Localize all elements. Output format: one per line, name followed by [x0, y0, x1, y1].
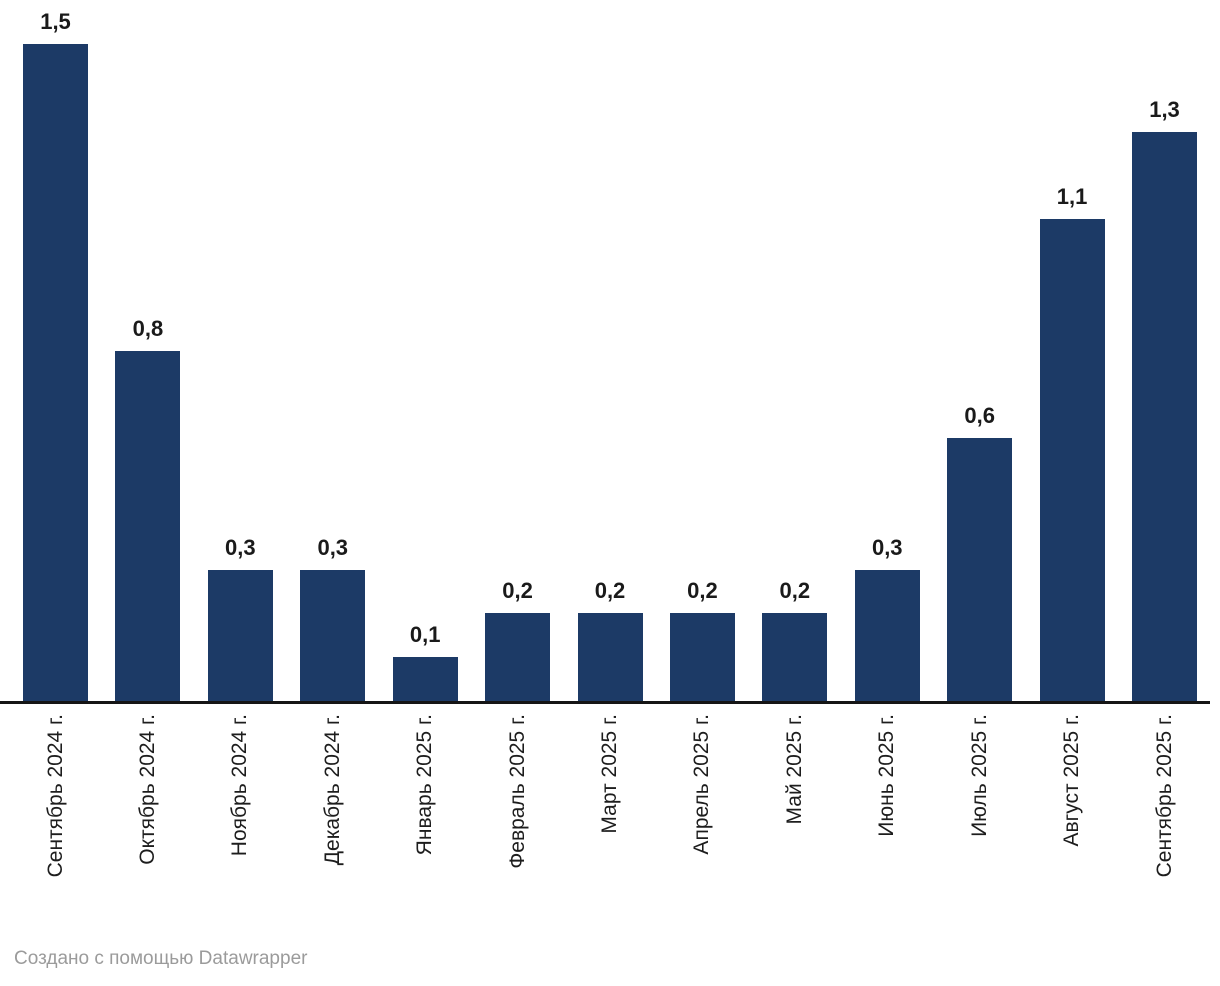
bar — [1039, 219, 1105, 701]
bar-value-label: 0,1 — [409, 621, 441, 647]
x-axis-tick-label: Октябрь 2024 г. — [135, 714, 159, 865]
bar-value-label: 0,8 — [132, 315, 164, 341]
x-axis-tick-label: Январь 2025 г. — [413, 714, 437, 856]
bar — [392, 657, 458, 701]
bar — [485, 613, 551, 701]
bar-value-label: 1,1 — [1056, 183, 1088, 209]
bar-value-label: 0,6 — [964, 402, 995, 428]
x-axis-tick-label: Июль 2025 г. — [967, 714, 991, 837]
bar-value-label: 0,3 — [317, 534, 349, 560]
bar — [23, 44, 88, 701]
x-axis-tick-label: Март 2025 г. — [598, 714, 621, 834]
bar-value-label: 0,2 — [687, 577, 718, 603]
bar — [300, 570, 366, 701]
bar-value-label: 0,2 — [779, 577, 811, 603]
x-axis-tick-label: Июнь 2025 г. — [875, 714, 899, 837]
x-axis-tick-label: Декабрь 2024 г. — [320, 714, 344, 866]
bar — [669, 613, 735, 701]
bar — [207, 570, 273, 701]
plot-area: 1,5 0,8 0,3 0,3 0,1 0,2 0,2 0,2 0,2 0,3 0,6 1,1 1,3 — [23, 8, 1197, 701]
bar-value-label: 0,2 — [502, 577, 533, 603]
bar — [947, 438, 1013, 701]
bar-value-label: 0,2 — [594, 577, 626, 603]
bar — [577, 613, 643, 701]
x-axis-tick-label: Август 2025 г. — [1060, 714, 1084, 847]
attribution-link[interactable]: Создано с помощью Datawrapper — [14, 948, 308, 969]
bar-value-label: 1,5 — [40, 8, 71, 34]
x-axis-labels: Сентябрь 2024 г. Октябрь 2024 г. Ноябрь 20… — [0, 714, 1220, 924]
x-axis-tick-label: Сентябрь 2024 г. — [43, 714, 67, 878]
x-axis-tick-label: Сентябрь 2025 г. — [1152, 714, 1176, 878]
bar-value-label: 0,3 — [225, 534, 256, 560]
bar — [854, 570, 920, 701]
bar-value-label: 0,3 — [871, 534, 903, 560]
bar — [115, 351, 181, 701]
x-axis-tick-label: Май 2025 г. — [782, 714, 806, 825]
attribution: Создано с помощью Datawrapper — [14, 948, 307, 970]
x-axis-line — [0, 701, 1210, 704]
x-axis-tick-label: Апрель 2025 г. — [690, 714, 714, 855]
x-axis-tick-label: Ноябрь 2024 г. — [228, 714, 252, 857]
bar-value-label: 1,3 — [1149, 96, 1180, 122]
bar — [762, 613, 828, 701]
bar — [1132, 132, 1197, 701]
x-axis-tick-label: Февраль 2025 г. — [505, 714, 529, 869]
